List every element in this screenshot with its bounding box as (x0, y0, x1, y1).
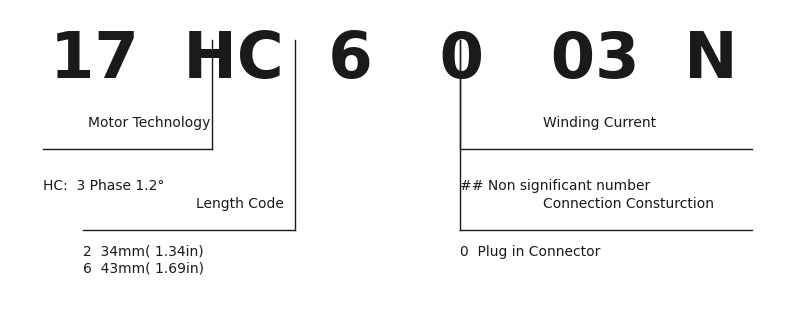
Text: Winding Current: Winding Current (543, 116, 656, 130)
Text: HC:  3 Phase 1.2°: HC: 3 Phase 1.2° (43, 179, 164, 193)
Text: Motor Technology: Motor Technology (88, 116, 211, 130)
Text: Connection Consturction: Connection Consturction (543, 197, 714, 211)
Text: 17  HC  6   0   03  N: 17 HC 6 0 03 N (50, 29, 737, 91)
Text: 0  Plug in Connector: 0 Plug in Connector (460, 245, 600, 259)
Text: ## Non significant number: ## Non significant number (460, 179, 651, 193)
Text: 2  34mm( 1.34in)
6  43mm( 1.69in): 2 34mm( 1.34in) 6 43mm( 1.69in) (83, 245, 204, 275)
Text: Length Code: Length Code (196, 197, 284, 211)
